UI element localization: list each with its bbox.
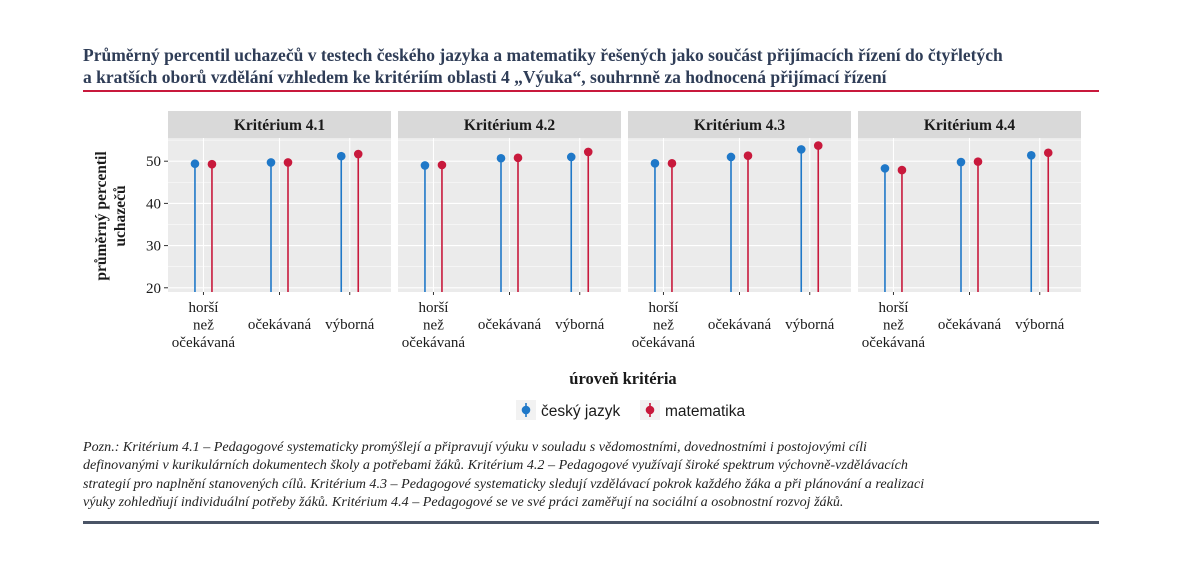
lollipop-point-cesky-jazyk xyxy=(190,159,200,169)
y-axis-title-line-1: průměrný percentil xyxy=(93,151,110,281)
lollipop-point-matematika xyxy=(667,159,677,168)
lollipop-point-matematika xyxy=(583,147,593,157)
x-tick-label: výborná xyxy=(785,317,834,333)
note-line-2: definovanými v kurikulárních dokumentech… xyxy=(83,457,908,474)
x-tick-label: výborná xyxy=(1015,317,1064,333)
lollipop-point-matematika xyxy=(743,151,753,161)
figure-title: Průměrný percentil uchazečů v testech če… xyxy=(83,44,1108,88)
figure-note: Pozn.: Kritérium 4.1 – Pedagogové system… xyxy=(83,438,1099,511)
x-tick-label: výborná xyxy=(325,317,374,333)
x-tick-label: horší xyxy=(878,300,908,316)
legend-label-cesky-jazyk: český jazyk xyxy=(541,403,620,420)
title-divider xyxy=(83,90,1099,92)
y-axis-title-line-2: uchazečů xyxy=(112,185,129,247)
facet-strip-1 xyxy=(168,111,391,138)
facet-title-3: Kritérium 4.3 xyxy=(694,117,786,134)
x-tick-label: očekávaná xyxy=(938,317,1002,333)
lollipop-point-cesky-jazyk xyxy=(956,157,966,167)
lollipop-point-matematika xyxy=(973,157,983,166)
x-tick-label: než xyxy=(883,318,904,334)
x-tick-label: než xyxy=(193,318,214,334)
lollipop-point-cesky-jazyk xyxy=(566,152,576,162)
lollipop-point-matematika xyxy=(897,165,907,175)
lollipop-point-matematika xyxy=(437,160,447,170)
x-tick-label: horší xyxy=(188,300,218,316)
x-tick-label: očekávaná xyxy=(172,335,236,351)
x-axis-title: úroveň kritéria xyxy=(569,369,676,388)
y-tick-label: 30 xyxy=(146,239,161,255)
note-line-4: výuky zohledňují individuální potřeby žá… xyxy=(83,493,844,510)
facet-strip-3 xyxy=(628,111,851,138)
x-tick-label: horší xyxy=(648,300,678,316)
x-tick-label: očekávaná xyxy=(478,317,542,333)
figure-title-line-1: Průměrný percentil uchazečů v testech če… xyxy=(83,45,1003,65)
facet-strip-4 xyxy=(858,111,1081,138)
lollipop-point-matematika xyxy=(353,149,363,159)
y-tick-label: 40 xyxy=(146,196,161,212)
legend-key-point xyxy=(521,405,531,415)
x-tick-label: výborná xyxy=(555,317,604,333)
bottom-divider xyxy=(83,521,1099,524)
x-tick-label: očekávaná xyxy=(402,335,466,351)
x-tick-label: než xyxy=(423,318,444,334)
facet-title-4: Kritérium 4.4 xyxy=(924,117,1016,134)
lollipop-point-cesky-jazyk xyxy=(336,151,346,161)
x-tick-label: horší xyxy=(418,300,448,316)
lollipop-point-cesky-jazyk xyxy=(496,153,506,163)
lollipop-point-cesky-jazyk xyxy=(650,159,660,168)
x-tick-label: očekávaná xyxy=(862,335,926,351)
lollipop-point-cesky-jazyk xyxy=(1026,150,1036,160)
lollipop-point-cesky-jazyk xyxy=(726,152,736,162)
note-line-3: strategií pro naplnění stanovených cílů.… xyxy=(83,475,925,492)
lollipop-point-matematika xyxy=(813,141,823,150)
lollipop-point-matematika xyxy=(1043,148,1053,158)
lollipop-point-cesky-jazyk xyxy=(420,161,430,170)
lollipop-point-matematika xyxy=(513,153,523,163)
x-tick-label: očekávaná xyxy=(248,317,312,333)
legend-label-matematika: matematika xyxy=(665,403,745,420)
facet-title-1: Kritérium 4.1 xyxy=(234,117,325,134)
x-tick-label: očekávaná xyxy=(632,335,696,351)
y-tick-label: 50 xyxy=(146,154,161,170)
legend-key-point xyxy=(645,405,655,415)
figure-title-line-2: a kratších oborů vzdělání vzhledem ke kr… xyxy=(83,67,887,87)
note-line-1: Pozn.: Kritérium 4.1 – Pedagogové system… xyxy=(83,439,867,455)
y-tick-label: 20 xyxy=(146,281,161,297)
lollipop-point-cesky-jazyk xyxy=(880,164,890,173)
lollipop-point-matematika xyxy=(283,158,293,167)
x-tick-label: než xyxy=(653,318,674,334)
x-tick-label: očekávaná xyxy=(708,317,772,333)
lollipop-point-cesky-jazyk xyxy=(266,158,276,167)
lollipop-point-matematika xyxy=(207,159,217,169)
facet-strip-2 xyxy=(398,111,621,138)
facet-title-2: Kritérium 4.2 xyxy=(464,117,556,134)
lollipop-point-cesky-jazyk xyxy=(796,145,806,154)
